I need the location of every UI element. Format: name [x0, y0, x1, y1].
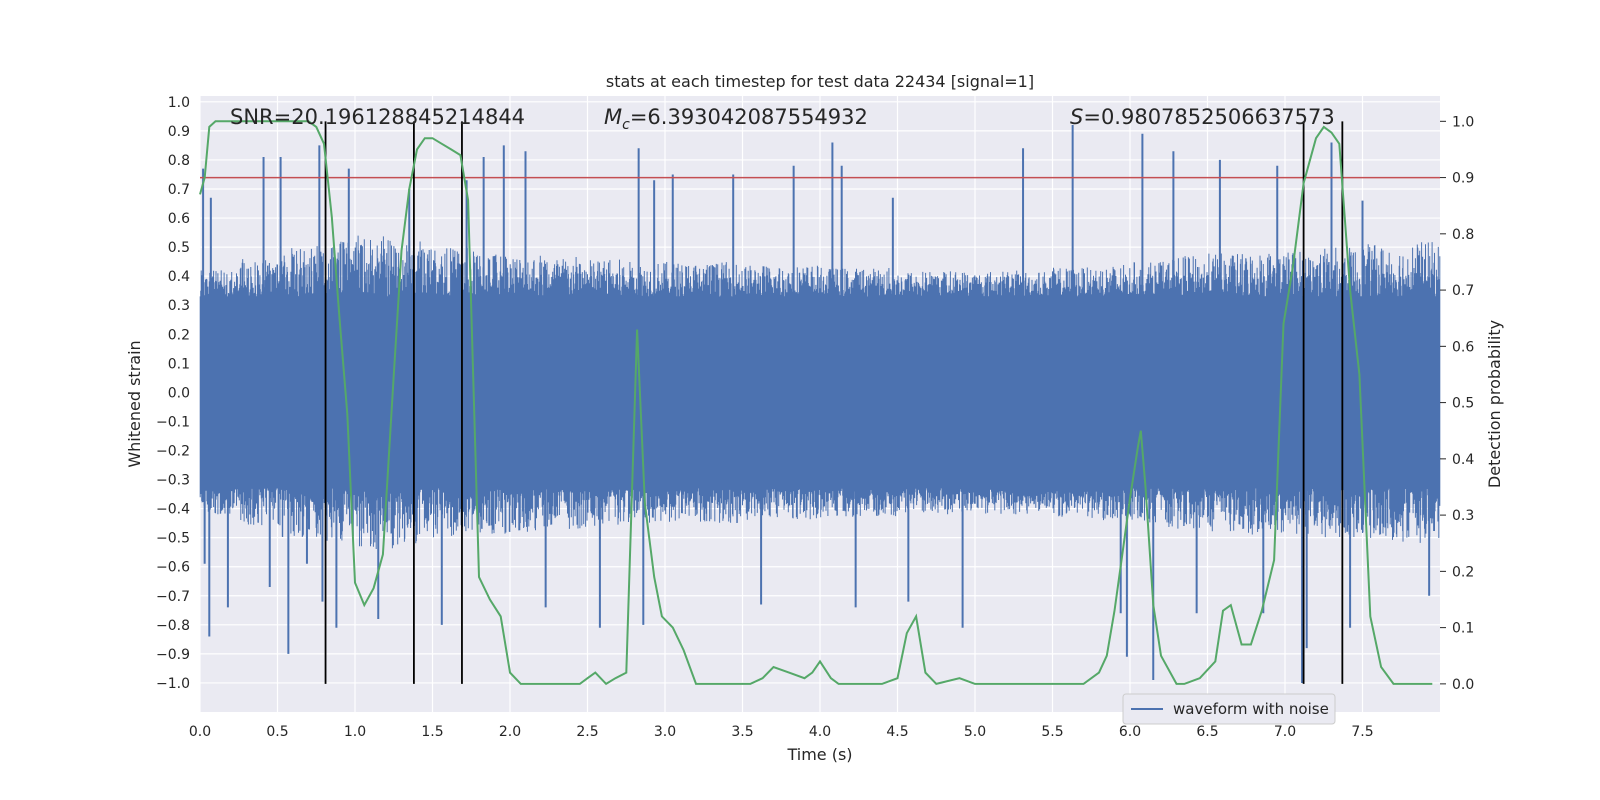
x-tick-label: 6.5 — [1196, 724, 1218, 740]
y-tick-labels: 1.0 0.9 0.8 0.7 0.6 0.5 0.4 0.3 0.2 0.1 0.0 −0.1 −0.… — [156, 95, 190, 692]
x-tick-label: 4.0 — [809, 724, 831, 740]
legend-entry-waveform: waveform with noise — [1173, 700, 1329, 718]
y2-tick-label: 0.8 — [1452, 227, 1474, 243]
y-tick-label: −0.6 — [156, 560, 190, 576]
x-tick-label: 1.5 — [421, 724, 443, 740]
y-tick-label: −0.9 — [156, 647, 190, 663]
y2-tick-label: 0.2 — [1452, 564, 1474, 580]
y-tick-label: 0.1 — [168, 356, 190, 372]
y-tick-label: 0.2 — [168, 327, 190, 343]
x-tick-label: 0.0 — [189, 724, 211, 740]
x-tick-label: 5.5 — [1041, 724, 1063, 740]
y-tick-label: −0.3 — [156, 473, 190, 489]
detection-probability-series — [199, 120, 1433, 686]
s-value: =0.9807852506637573 — [1083, 105, 1334, 129]
chirp-mass-subscript: c — [622, 117, 630, 133]
y-tick-label: 0.7 — [168, 182, 190, 198]
y2-tick-label: 0.1 — [1452, 621, 1474, 637]
x-tick-label: 2.5 — [576, 724, 598, 740]
legend: waveform with noise — [1122, 693, 1336, 725]
y-tick-label: 0.8 — [168, 153, 190, 169]
x-tick-labels: 0.0 0.5 1.0 1.5 2.0 2.5 3.0 3.5 4.0 4.5 5.0 5.5 6.0 6… — [189, 724, 1374, 740]
y2-tick-label: 0.0 — [1452, 677, 1474, 693]
y-tick-label: −0.2 — [156, 443, 190, 459]
x-tick-label: 1.0 — [344, 724, 366, 740]
snr-annotation: SNR=20.196128845214844 — [230, 105, 525, 129]
x-tick-label: 3.5 — [731, 724, 753, 740]
y2-tick-label: 0.5 — [1452, 396, 1474, 412]
chirp-mass-value: =6.393042087554932 — [630, 105, 868, 129]
y2-tick-label: 0.6 — [1452, 339, 1474, 355]
y-tick-label: −0.1 — [156, 414, 190, 430]
y-tick-label: −0.8 — [156, 618, 190, 634]
y2-tick-label: 1.0 — [1452, 114, 1474, 130]
chirp-mass-annotation: Mc=6.393042087554932 — [604, 105, 868, 133]
y2-tick-labels: 1.0 0.9 0.8 0.7 0.6 0.5 0.4 0.3 0.2 0.1 0.0 — [1440, 114, 1474, 693]
y-tick-label: −0.7 — [156, 589, 190, 605]
y-tick-label: 0.4 — [168, 269, 190, 285]
x-tick-label: 4.5 — [886, 724, 908, 740]
y-tick-label: 0.6 — [168, 211, 190, 227]
y2-axis-label: Detection probability — [1485, 320, 1504, 488]
chirp-mass-symbol: M — [604, 105, 622, 129]
x-tick-label: 3.0 — [654, 724, 676, 740]
legend-box — [1122, 693, 1336, 725]
y-tick-label: 0.0 — [168, 385, 190, 401]
x-tick-label: 6.0 — [1119, 724, 1141, 740]
s-annotation: S=0.9807852506637573 — [1070, 105, 1335, 129]
y-tick-label: −1.0 — [156, 676, 190, 692]
y2-tick-label: 0.3 — [1452, 508, 1474, 524]
x-tick-label: 7.5 — [1351, 724, 1373, 740]
y-tick-label: −0.4 — [156, 502, 190, 518]
x-tick-label: 2.0 — [499, 724, 521, 740]
waveform-with-noise-series — [199, 125, 1441, 683]
waveform-noise-lines — [199, 235, 1441, 549]
y-tick-label: 0.5 — [168, 240, 190, 256]
y-tick-label: −0.5 — [156, 531, 190, 547]
y-tick-label: 0.3 — [168, 298, 190, 314]
chart-title: stats at each timestep for test data 224… — [606, 72, 1034, 91]
vertical-lines — [324, 121, 1344, 684]
x-tick-label: 7.0 — [1274, 724, 1296, 740]
y-axis-label: Whitened strain — [125, 340, 144, 467]
detection-probability-line — [199, 120, 1433, 686]
x-tick-label: 0.5 — [266, 724, 288, 740]
y-tick-label: 1.0 — [168, 95, 190, 111]
y-tick-label: 0.9 — [168, 124, 190, 140]
y2-tick-label: 0.9 — [1452, 171, 1474, 187]
s-symbol: S — [1070, 105, 1083, 129]
x-tick-label: 5.0 — [964, 724, 986, 740]
y2-tick-label: 0.4 — [1452, 452, 1474, 468]
y2-tick-label: 0.7 — [1452, 283, 1474, 299]
x-axis-label: Time (s) — [786, 745, 852, 764]
